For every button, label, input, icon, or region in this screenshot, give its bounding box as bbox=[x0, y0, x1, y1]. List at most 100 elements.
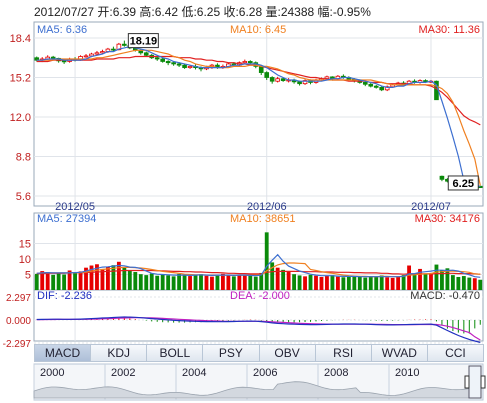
x-tick-label: 2012/06 bbox=[247, 201, 287, 213]
tab-rsi[interactable]: RSI bbox=[315, 344, 372, 362]
volume-bar bbox=[368, 276, 373, 290]
volume-bar bbox=[237, 275, 242, 290]
volume-bar bbox=[456, 276, 461, 290]
candle-body bbox=[280, 78, 286, 81]
candle-body bbox=[111, 48, 116, 51]
volume-bar bbox=[127, 270, 132, 290]
volume-bar bbox=[199, 274, 203, 290]
candle-body bbox=[302, 80, 308, 85]
volume-bar bbox=[111, 265, 116, 290]
volume-bar bbox=[281, 269, 286, 290]
candle-body bbox=[50, 56, 56, 59]
candle-body bbox=[154, 57, 160, 60]
volume-bar bbox=[160, 274, 165, 290]
volume-bar bbox=[325, 276, 329, 290]
tab-wvad[interactable]: WVAD bbox=[371, 344, 428, 362]
legend-dea: DEA: -2.000 bbox=[230, 290, 290, 302]
volume-bar bbox=[78, 271, 83, 290]
volume-bar bbox=[461, 276, 466, 290]
volume-bar bbox=[357, 276, 362, 290]
candle-body bbox=[61, 60, 67, 63]
timeline-handle-left[interactable] bbox=[464, 375, 470, 389]
candle-body bbox=[439, 175, 445, 180]
volume-bar bbox=[352, 276, 357, 290]
volume-bar bbox=[73, 272, 77, 290]
timeline-window[interactable] bbox=[468, 365, 482, 399]
volume-bar bbox=[34, 273, 39, 290]
volume-bar bbox=[51, 274, 56, 290]
volume-bar bbox=[133, 272, 138, 290]
volume-bar bbox=[56, 272, 61, 290]
legend-dif: DIF: -2.236 bbox=[37, 290, 92, 302]
volume-bar bbox=[248, 275, 253, 290]
volume-bar bbox=[220, 273, 225, 290]
candle-body bbox=[269, 77, 275, 82]
legend-macd: MACD: -0.470 bbox=[410, 290, 480, 302]
volume-bar bbox=[472, 278, 477, 290]
volume-bar bbox=[445, 268, 450, 290]
volume-bar bbox=[390, 277, 395, 290]
candle-body bbox=[182, 64, 187, 69]
volume-bar bbox=[330, 275, 335, 290]
tab-psy[interactable]: PSY bbox=[203, 344, 260, 362]
volume-bar bbox=[314, 275, 318, 290]
volume-bar bbox=[374, 276, 379, 290]
legend-ma5: MA5: 6.36 bbox=[37, 24, 87, 36]
price-annotation: 6.25 bbox=[453, 178, 474, 190]
volume-bar bbox=[478, 279, 483, 290]
indicator-tabs: MACD KDJ BOLL PSY OBV RSI WVAD CCI bbox=[34, 344, 484, 362]
volume-bar bbox=[122, 267, 127, 290]
tab-boll[interactable]: BOLL bbox=[147, 344, 204, 362]
volume-bar bbox=[440, 270, 444, 290]
volume-bar bbox=[303, 276, 307, 290]
volume-bar bbox=[149, 273, 154, 290]
volume-bar bbox=[188, 276, 192, 290]
volume-bar bbox=[171, 276, 176, 290]
volume-bar bbox=[89, 265, 94, 290]
volume-bar bbox=[231, 276, 236, 290]
y-tick-label: 0.000 bbox=[6, 316, 31, 327]
tab-macd[interactable]: MACD bbox=[34, 344, 92, 362]
legend-ma10: MA10: 6.45 bbox=[230, 24, 286, 36]
y-tick-label: 5 bbox=[25, 270, 31, 282]
price-annotation: 18.19 bbox=[130, 36, 158, 48]
volume-bar bbox=[210, 276, 214, 290]
price-annotation-box bbox=[127, 33, 159, 49]
volume-bar bbox=[177, 273, 182, 290]
volume-bar bbox=[144, 275, 149, 290]
candle-body bbox=[165, 61, 171, 64]
tab-kdj[interactable]: KDJ bbox=[91, 344, 148, 362]
volume-bar bbox=[275, 267, 280, 290]
timeline-handle-right[interactable] bbox=[480, 375, 486, 389]
volume-bar bbox=[84, 267, 88, 290]
timeline-year: 2000 bbox=[40, 367, 64, 379]
candle-body bbox=[258, 65, 264, 73]
volume-bar bbox=[215, 275, 220, 290]
candle-body bbox=[247, 61, 253, 64]
volume-bar bbox=[335, 276, 340, 290]
volume-bar bbox=[385, 277, 390, 290]
volume-bar bbox=[341, 277, 346, 290]
tab-cci[interactable]: CCI bbox=[427, 344, 484, 362]
candle-body bbox=[373, 85, 379, 88]
volume-bar bbox=[429, 272, 433, 290]
volume-bar bbox=[434, 264, 439, 290]
volume-bar bbox=[308, 274, 313, 290]
volume-bar bbox=[166, 275, 171, 290]
timeline-year: 2006 bbox=[253, 367, 277, 379]
candle-body bbox=[143, 52, 149, 56]
ma5-line bbox=[36, 45, 481, 188]
volume-bar bbox=[259, 272, 264, 290]
candle-body bbox=[264, 72, 270, 78]
y-tick-label: 5.6 bbox=[16, 191, 31, 203]
legend-vol-ma10: MA10: 38651 bbox=[230, 213, 295, 225]
volume-bar bbox=[346, 275, 351, 290]
price-annotation-box bbox=[447, 175, 479, 191]
volume-bar bbox=[62, 274, 67, 290]
y-tick-label: -2.297 bbox=[3, 339, 32, 350]
y-tick-label: 18.4 bbox=[10, 33, 31, 45]
tab-obv[interactable]: OBV bbox=[259, 344, 316, 362]
candle-body bbox=[100, 51, 105, 54]
y-tick-label: 15.2 bbox=[10, 73, 31, 85]
